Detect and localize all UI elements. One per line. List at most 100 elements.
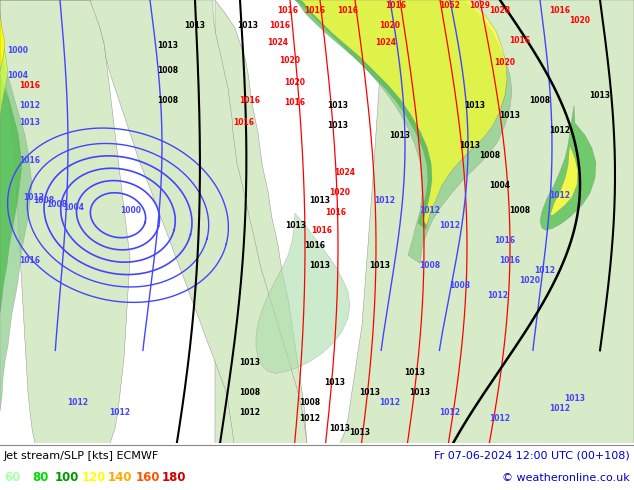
Polygon shape — [256, 213, 350, 373]
Text: 1013: 1013 — [590, 91, 611, 100]
Text: 1008: 1008 — [33, 196, 54, 205]
Text: 1008: 1008 — [479, 151, 501, 160]
Text: 1012: 1012 — [488, 291, 508, 300]
Text: 1008: 1008 — [420, 261, 441, 270]
Text: 1013: 1013 — [564, 394, 586, 403]
Text: 60: 60 — [4, 471, 20, 484]
Polygon shape — [300, 0, 507, 225]
Polygon shape — [0, 0, 307, 443]
Text: 1013: 1013 — [184, 21, 205, 30]
Text: 180: 180 — [162, 471, 186, 484]
Text: 1020: 1020 — [280, 56, 301, 65]
Text: 1013: 1013 — [465, 101, 486, 110]
Text: 1013: 1013 — [410, 389, 430, 397]
Text: 1012: 1012 — [240, 409, 261, 417]
Text: 1012: 1012 — [489, 415, 510, 423]
Text: 1008: 1008 — [450, 281, 470, 290]
Polygon shape — [0, 0, 130, 443]
Text: 1016: 1016 — [385, 1, 406, 10]
Text: 1013: 1013 — [240, 358, 261, 368]
Polygon shape — [550, 145, 578, 215]
Text: 1016: 1016 — [285, 98, 306, 107]
Text: 120: 120 — [82, 471, 107, 484]
Text: 100: 100 — [55, 471, 79, 484]
Text: 1016: 1016 — [304, 241, 325, 250]
Text: 1008: 1008 — [157, 66, 179, 75]
Text: 140: 140 — [108, 471, 133, 484]
Polygon shape — [0, 53, 32, 412]
Text: 1013: 1013 — [309, 261, 330, 270]
Text: 1016: 1016 — [325, 208, 347, 217]
Polygon shape — [540, 105, 596, 230]
Text: 1013: 1013 — [359, 389, 380, 397]
Text: 1013: 1013 — [404, 368, 425, 377]
Text: 1013: 1013 — [328, 121, 349, 130]
Text: 1020: 1020 — [330, 188, 351, 197]
Text: 1016: 1016 — [20, 156, 41, 165]
Text: 1012: 1012 — [550, 404, 571, 414]
Text: 1012: 1012 — [420, 206, 441, 215]
Text: 80: 80 — [32, 471, 48, 484]
Text: 1012: 1012 — [439, 409, 460, 417]
Text: 1024: 1024 — [375, 38, 396, 47]
Text: 1016: 1016 — [550, 6, 571, 15]
Text: 1016: 1016 — [20, 256, 41, 265]
Text: 1000: 1000 — [8, 46, 29, 55]
Polygon shape — [0, 13, 5, 71]
Text: 1008: 1008 — [46, 200, 67, 209]
Text: 1016: 1016 — [269, 21, 290, 30]
Text: 1013: 1013 — [309, 196, 330, 205]
Text: 1012: 1012 — [550, 126, 571, 135]
Text: 1016: 1016 — [233, 118, 254, 127]
Text: 1008: 1008 — [529, 96, 550, 105]
Polygon shape — [0, 73, 22, 313]
Text: 1008: 1008 — [510, 206, 531, 215]
Text: 1016: 1016 — [311, 226, 332, 235]
Text: 1013: 1013 — [500, 111, 521, 120]
Text: 1013: 1013 — [20, 118, 41, 127]
Text: 1016: 1016 — [20, 81, 41, 90]
Text: 1000: 1000 — [120, 206, 141, 215]
Text: 1012: 1012 — [534, 266, 555, 275]
Text: 1013: 1013 — [389, 131, 410, 140]
Text: 1013: 1013 — [370, 261, 391, 270]
Text: 1016: 1016 — [278, 6, 299, 15]
Text: 1020: 1020 — [380, 21, 401, 30]
Text: 1008: 1008 — [157, 96, 179, 105]
Text: 1013: 1013 — [238, 21, 259, 30]
Text: 1020: 1020 — [569, 16, 590, 25]
Text: 1013: 1013 — [330, 424, 351, 434]
Text: 1029: 1029 — [470, 1, 491, 10]
Text: Fr 07-06-2024 12:00 UTC (00+108): Fr 07-06-2024 12:00 UTC (00+108) — [434, 451, 630, 461]
Text: 1013: 1013 — [157, 41, 179, 50]
Text: 1012: 1012 — [299, 415, 321, 423]
Text: 1012: 1012 — [550, 191, 571, 200]
Text: 1013: 1013 — [285, 221, 306, 230]
Text: 1024: 1024 — [335, 168, 356, 177]
Text: 1013: 1013 — [349, 428, 370, 438]
Text: 1008: 1008 — [240, 389, 261, 397]
Text: 1004: 1004 — [489, 181, 510, 190]
Text: 1013: 1013 — [325, 378, 346, 388]
Text: 1016: 1016 — [304, 6, 325, 15]
Text: 1012: 1012 — [439, 221, 460, 230]
Text: 1016: 1016 — [337, 6, 358, 15]
Text: 1020: 1020 — [519, 276, 541, 285]
Text: 1013: 1013 — [328, 101, 349, 110]
Text: 1004: 1004 — [8, 71, 29, 80]
Text: 1024: 1024 — [268, 38, 288, 47]
Polygon shape — [295, 0, 512, 263]
Text: 1004: 1004 — [63, 203, 84, 212]
Text: 1012: 1012 — [20, 101, 41, 110]
Polygon shape — [0, 0, 8, 118]
Text: 1013: 1013 — [460, 141, 481, 150]
Text: 1012: 1012 — [375, 196, 396, 205]
Text: 1016: 1016 — [240, 96, 261, 105]
Text: 1016: 1016 — [495, 236, 515, 245]
Text: 1020: 1020 — [495, 58, 515, 67]
Text: 1028: 1028 — [489, 6, 510, 15]
Text: 1012: 1012 — [23, 193, 44, 202]
Text: 1020: 1020 — [285, 78, 306, 87]
Text: 1016: 1016 — [510, 36, 531, 45]
Text: 1012: 1012 — [110, 409, 131, 417]
